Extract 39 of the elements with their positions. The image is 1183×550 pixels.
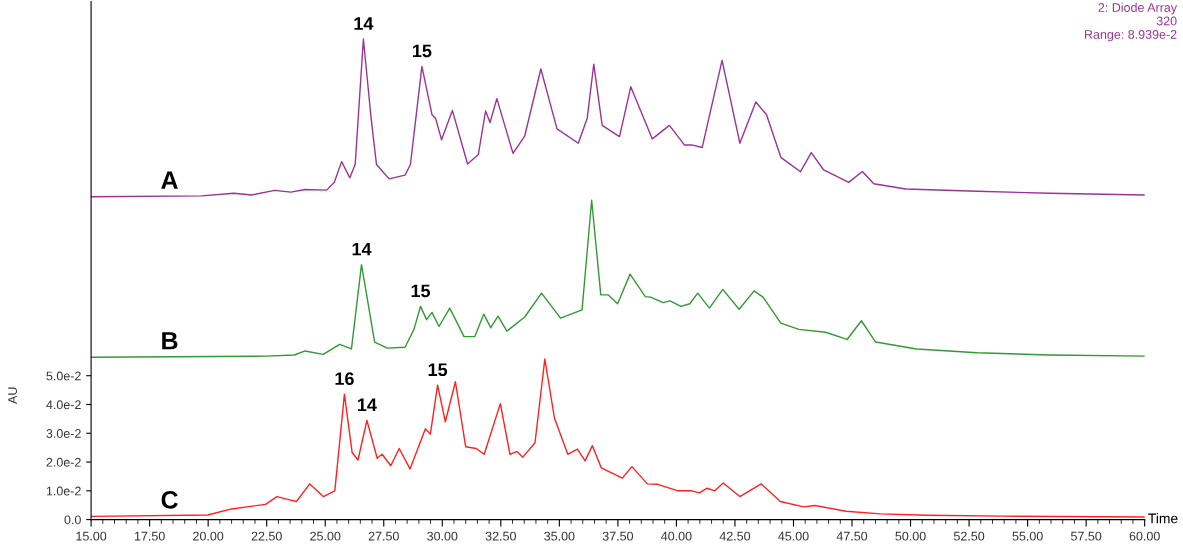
annotation: 15 <box>413 44 432 58</box>
x-tick-label: 60.00 <box>1129 531 1160 541</box>
series-label: B <box>162 332 178 350</box>
x-tick-label: 42.50 <box>719 531 751 541</box>
x-tick-label: 50.00 <box>895 531 926 541</box>
annotation: 15 <box>428 363 448 377</box>
x-axis-title: Time <box>1148 513 1178 524</box>
y-tick-label: 3.0e-2 <box>46 429 81 438</box>
y-tick-label: 4.0e-2 <box>46 400 81 410</box>
series-label: A <box>161 171 178 189</box>
y-tick-label: 0.0 <box>64 515 81 525</box>
y-tick-label: 5.0e-2 <box>46 371 81 381</box>
x-tick-label: 20.00 <box>193 531 224 541</box>
x-tick-label: 22.50 <box>251 531 282 541</box>
x-tick-label: 27.50 <box>368 531 399 541</box>
y-tick-label: 1.0e-2 <box>46 486 81 496</box>
series-label: C <box>161 491 178 509</box>
x-tick-label: 35.00 <box>544 531 575 541</box>
x-tick-label: 37.50 <box>602 531 634 541</box>
annotation: 14 <box>357 398 377 412</box>
annotation: 2: Diode Array 320 Range: 8.939e-2 <box>1084 2 1178 42</box>
y-tick-label: 2.0e-2 <box>46 457 81 467</box>
annotation: 15 <box>411 284 431 298</box>
line-series <box>91 199 1145 358</box>
annotation: 16 <box>335 372 354 386</box>
x-tick-label: 45.00 <box>778 531 809 541</box>
x-tick-label: 40.00 <box>661 531 692 541</box>
y-axis-title: AU <box>8 387 17 404</box>
x-tick-label: 55.00 <box>1012 531 1043 541</box>
x-tick-label: 47.50 <box>836 531 868 541</box>
x-tick-label: 17.50 <box>134 531 165 541</box>
annotation: 14 <box>354 17 374 30</box>
x-tick-label: 57.50 <box>1071 531 1102 541</box>
annotation: 14 <box>352 242 372 256</box>
x-tick-label: 52.50 <box>953 531 985 541</box>
x-tick-label: 25.00 <box>310 531 341 541</box>
x-tick-label: 32.50 <box>485 531 516 541</box>
x-tick-label: 15.00 <box>76 531 107 541</box>
x-tick-label: 30.00 <box>427 531 458 541</box>
